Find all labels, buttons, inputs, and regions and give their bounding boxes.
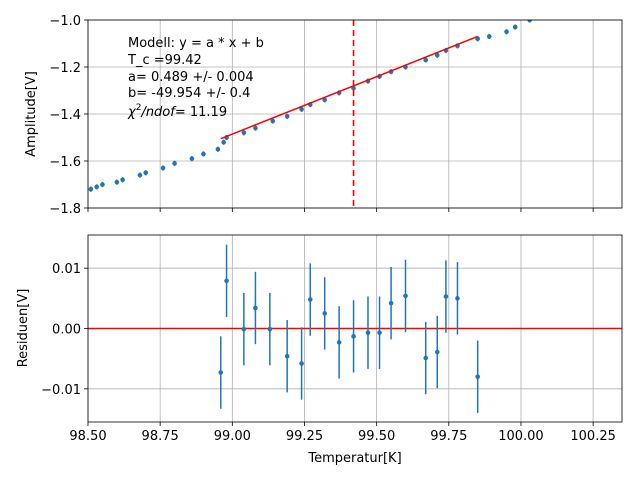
top-chart-panel: −1.8 −1.6 −1.4 −1.2 −1.0 Amplitude[V] Modell… [24, 14, 623, 217]
bottom-x-tick-label: 98.75 [142, 429, 179, 444]
data-point [114, 179, 120, 185]
top-axis-ticks: −1.8 −1.6 −1.4 −1.2 −1.0 [49, 14, 594, 217]
data-point [137, 172, 143, 178]
bottom-x-tick-label: 99.75 [430, 429, 467, 444]
data-point [527, 20, 532, 23]
data-point [88, 186, 94, 192]
bottom-axis-ticks: 98.50 98.75 99.00 99.25 99.50 99.75 100.00 100.… [41, 262, 616, 444]
data-point [189, 156, 195, 161]
data-point [512, 24, 518, 30]
annotation-b-line: b= -49.954 +/- 0.4 [128, 86, 250, 101]
bottom-x-tick-label: 100.25 [570, 429, 616, 444]
residual-point [351, 334, 356, 339]
residual-point [322, 311, 327, 316]
bottom-x-tick-label: 98.50 [69, 429, 106, 444]
chi-symbol: χ [127, 105, 137, 120]
residual-point [253, 305, 258, 311]
data-point [504, 29, 509, 35]
top-y-tick-label: −1.8 [49, 202, 81, 217]
top-y-tick-label: −1.4 [49, 108, 81, 123]
fit-parameters-annotation: Modell: y = a * x + b T_c =99.42 a= 0.48… [127, 36, 264, 120]
data-point [423, 57, 429, 63]
data-point [486, 34, 492, 39]
bottom-plot-area [88, 244, 622, 413]
bottom-y-axis-label: Residuen[V] [16, 289, 31, 368]
residual-point [299, 361, 304, 366]
residual-point [224, 278, 229, 284]
chi-superscript: 2 [136, 103, 142, 113]
bottom-x-tick-label: 99.00 [214, 429, 251, 444]
top-y-tick-label: −1.2 [49, 61, 81, 76]
top-clipped-marks [88, 20, 532, 208]
residual-point [455, 296, 460, 301]
data-point [253, 125, 258, 131]
residual-point [218, 370, 224, 375]
chi-ndof: /ndof [140, 105, 177, 120]
residual-point [388, 300, 394, 306]
residual-point [336, 340, 342, 345]
data-point [100, 182, 105, 187]
bottom-x-tick-label: 99.50 [358, 429, 395, 444]
residual-point [403, 293, 408, 299]
residual-point [423, 355, 429, 361]
data-point [299, 107, 304, 112]
bottom-x-tick-label: 100.00 [498, 429, 544, 444]
bottom-y-tick-label: 0.00 [52, 323, 81, 338]
residual-point [307, 297, 313, 302]
chi-value: = 11.19 [175, 105, 227, 120]
bottom-chart-panel: 98.50 98.75 99.00 99.25 99.50 99.75 100.00 100.… [16, 234, 623, 466]
top-y-axis-label: Amplitude[V] [24, 71, 39, 157]
residual-point [443, 294, 449, 299]
data-point [322, 97, 327, 103]
annotation-tc-line: T_c =99.42 [127, 53, 202, 68]
linear-fit-line [220, 35, 478, 140]
annotation-model-line: Modell: y = a * x + b [128, 36, 264, 51]
data-point [221, 139, 226, 145]
bottom-y-tick-label: 0.01 [52, 262, 81, 277]
annotation-a-line: a= 0.489 +/- 0.004 [128, 70, 254, 85]
top-plot-area [88, 20, 532, 208]
top-y-tick-label: −1.6 [49, 155, 81, 170]
bottom-clipped-marks [88, 244, 622, 413]
residual-point [284, 353, 290, 359]
top-y-tick-label: −1.0 [49, 14, 81, 29]
data-point [160, 165, 166, 171]
data-point [434, 52, 440, 58]
residual-point [377, 330, 382, 336]
data-point [270, 118, 276, 124]
data-point [284, 114, 290, 119]
residual-point [267, 326, 273, 332]
bottom-y-tick-label: −0.01 [41, 383, 81, 398]
data-point [241, 130, 247, 136]
data-point [120, 177, 125, 183]
data-point [215, 146, 221, 152]
data-point [143, 170, 149, 176]
data-point [94, 184, 99, 190]
data-point [201, 151, 206, 157]
residual-point [365, 330, 371, 336]
residual-point [434, 349, 440, 355]
annotation-chi2-line: χ2/ndof= 11.19 [127, 103, 227, 120]
x-axis-label: Temperatur[K] [307, 451, 401, 466]
residual-point [475, 374, 480, 380]
bottom-x-tick-label: 99.25 [286, 429, 323, 444]
residual-point [241, 326, 247, 332]
data-point [172, 161, 177, 166]
